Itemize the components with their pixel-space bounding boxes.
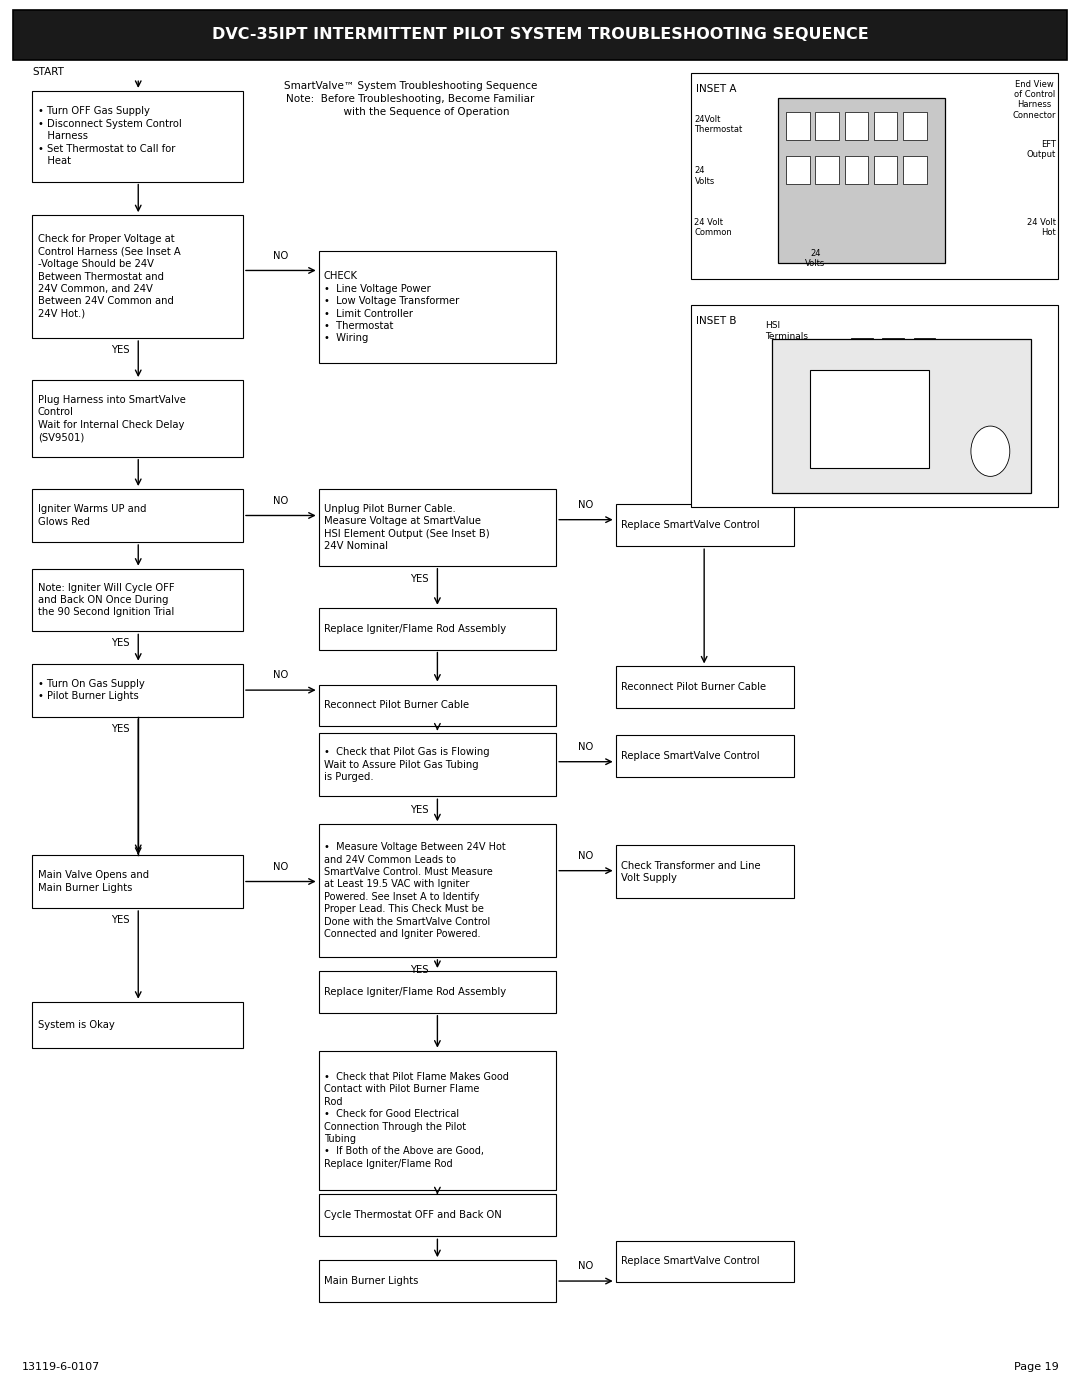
Text: YES: YES [111,345,130,355]
Text: HSI
Terminals: HSI Terminals [765,321,808,341]
FancyBboxPatch shape [874,156,897,184]
FancyBboxPatch shape [882,338,904,360]
FancyBboxPatch shape [810,370,929,468]
FancyBboxPatch shape [786,112,810,140]
Text: START: START [32,67,65,77]
Text: INSET A: INSET A [696,84,737,94]
FancyBboxPatch shape [319,971,556,1013]
FancyBboxPatch shape [319,251,556,363]
Text: Igniter Warms UP and
Glows Red: Igniter Warms UP and Glows Red [38,504,146,527]
Text: INSET B: INSET B [696,316,737,326]
Text: •  Measure Voltage Between 24V Hot
and 24V Common Leads to
SmartValve Control. M: • Measure Voltage Between 24V Hot and 24… [324,842,505,939]
FancyBboxPatch shape [616,845,794,898]
FancyBboxPatch shape [845,112,868,140]
FancyBboxPatch shape [815,156,839,184]
Text: Reconnect Pilot Burner Cable: Reconnect Pilot Burner Cable [324,700,469,711]
FancyBboxPatch shape [13,10,1067,60]
FancyBboxPatch shape [851,338,873,360]
FancyBboxPatch shape [32,215,243,338]
FancyBboxPatch shape [319,1194,556,1236]
Text: Check for Proper Voltage at
Control Harness (See Inset A
-Voltage Should be 24V
: Check for Proper Voltage at Control Harn… [38,235,180,319]
Text: Cycle Thermostat OFF and Back ON: Cycle Thermostat OFF and Back ON [324,1210,502,1221]
FancyBboxPatch shape [32,569,243,631]
FancyBboxPatch shape [616,504,794,546]
Text: 24Volt
Thermostat: 24Volt Thermostat [694,115,743,134]
FancyBboxPatch shape [32,664,243,717]
Text: YES: YES [410,805,429,814]
Text: YES: YES [111,915,130,925]
FancyBboxPatch shape [691,73,1058,279]
FancyBboxPatch shape [319,824,556,957]
FancyBboxPatch shape [32,380,243,457]
FancyBboxPatch shape [32,91,243,182]
Text: NO: NO [273,250,288,261]
Text: 24
Volts: 24 Volts [806,249,825,268]
Text: Plug Harness into SmartValve
Control
Wait for Internal Check Delay
(SV9501): Plug Harness into SmartValve Control Wai… [38,395,186,441]
Text: NO: NO [578,1261,594,1271]
FancyBboxPatch shape [815,112,839,140]
Text: Replace Igniter/Flame Rod Assembly: Replace Igniter/Flame Rod Assembly [324,623,507,634]
FancyBboxPatch shape [914,338,935,360]
Text: • Turn OFF Gas Supply
• Disconnect System Control
   Harness
• Set Thermostat to: • Turn OFF Gas Supply • Disconnect Syste… [38,106,181,166]
FancyBboxPatch shape [32,1002,243,1048]
FancyBboxPatch shape [319,685,556,726]
FancyBboxPatch shape [874,112,897,140]
FancyBboxPatch shape [845,156,868,184]
FancyBboxPatch shape [319,1260,556,1302]
FancyBboxPatch shape [772,339,1031,493]
Text: Replace SmartValve Control: Replace SmartValve Control [621,1256,759,1267]
FancyBboxPatch shape [319,733,556,796]
FancyBboxPatch shape [903,112,927,140]
Text: Reconnect Pilot Burner Cable: Reconnect Pilot Burner Cable [621,682,766,693]
Text: NO: NO [578,742,594,752]
Text: YES: YES [111,724,130,733]
Text: •  Check that Pilot Gas is Flowing
Wait to Assure Pilot Gas Tubing
is Purged.: • Check that Pilot Gas is Flowing Wait t… [324,747,489,782]
FancyBboxPatch shape [616,735,794,777]
Text: Unplug Pilot Burner Cable.
Measure Voltage at SmartValue
HSI Element Output (See: Unplug Pilot Burner Cable. Measure Volta… [324,504,489,550]
Text: • Turn On Gas Supply
• Pilot Burner Lights: • Turn On Gas Supply • Pilot Burner Ligh… [38,679,145,701]
Text: Main Valve Opens and
Main Burner Lights: Main Valve Opens and Main Burner Lights [38,870,149,893]
Text: DVC-35IPT INTERMITTENT PILOT SYSTEM TROUBLESHOOTING SEQUENCE: DVC-35IPT INTERMITTENT PILOT SYSTEM TROU… [212,28,868,42]
Text: NO: NO [273,862,288,872]
Text: NO: NO [273,496,288,506]
FancyBboxPatch shape [786,156,810,184]
FancyBboxPatch shape [616,666,794,708]
Text: YES: YES [111,638,130,648]
FancyBboxPatch shape [319,1051,556,1190]
Text: Check Transformer and Line
Volt Supply: Check Transformer and Line Volt Supply [621,861,760,883]
Text: YES: YES [410,965,429,975]
Text: SmartValve™ System Troubleshooting Sequence
Note:  Before Troubleshooting, Becom: SmartValve™ System Troubleshooting Seque… [284,81,537,117]
Text: System is Okay: System is Okay [38,1020,114,1030]
FancyBboxPatch shape [32,489,243,542]
Text: YES: YES [410,574,429,584]
Text: Replace SmartValve Control: Replace SmartValve Control [621,750,759,761]
Text: NO: NO [578,851,594,861]
Text: NO: NO [578,500,594,510]
Text: EFT
Output: EFT Output [1027,140,1056,159]
Text: •  Check that Pilot Flame Makes Good
Contact with Pilot Burner Flame
Rod
•  Chec: • Check that Pilot Flame Makes Good Cont… [324,1071,509,1169]
Text: Main Burner Lights: Main Burner Lights [324,1275,418,1287]
FancyBboxPatch shape [32,855,243,908]
Text: NO: NO [273,671,288,680]
FancyBboxPatch shape [691,305,1058,507]
Text: End View
of Control
Harness
Connector: End View of Control Harness Connector [1013,80,1056,120]
Text: 13119-6-0107: 13119-6-0107 [22,1362,99,1372]
Circle shape [971,426,1010,476]
Text: 24
Volts: 24 Volts [694,166,715,186]
Text: Page 19: Page 19 [1014,1362,1058,1372]
Text: 24 Volt
Hot: 24 Volt Hot [1027,218,1056,237]
FancyBboxPatch shape [319,608,556,650]
Text: Replace SmartValve Control: Replace SmartValve Control [621,520,759,531]
Text: Replace Igniter/Flame Rod Assembly: Replace Igniter/Flame Rod Assembly [324,986,507,997]
FancyBboxPatch shape [319,489,556,566]
Text: 24 Volt
Common: 24 Volt Common [694,218,732,237]
FancyBboxPatch shape [778,98,945,263]
Text: CHECK
•  Line Voltage Power
•  Low Voltage Transformer
•  Limit Controller
•  Th: CHECK • Line Voltage Power • Low Voltage… [324,271,459,344]
Text: Note: Igniter Will Cycle OFF
and Back ON Once During
the 90 Second Ignition Tria: Note: Igniter Will Cycle OFF and Back ON… [38,583,175,617]
FancyBboxPatch shape [616,1241,794,1282]
FancyBboxPatch shape [903,156,927,184]
